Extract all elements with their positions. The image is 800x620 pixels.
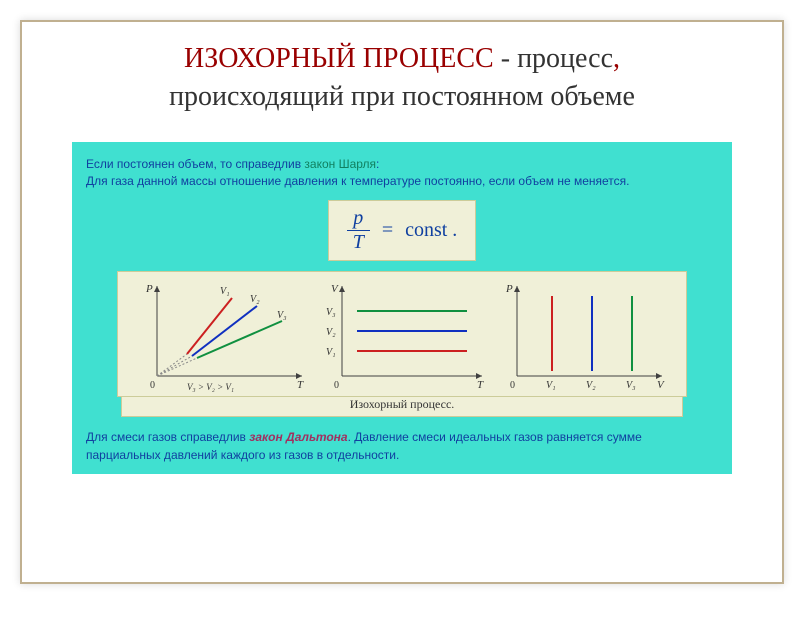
graph-v-t: V T 0 V₃ V₂ V₁ bbox=[312, 276, 492, 396]
svg-text:P: P bbox=[145, 283, 153, 295]
formula-row: p T = const . bbox=[86, 200, 718, 261]
graphs-caption: Изохорный процесс. bbox=[121, 397, 683, 417]
title-proc: процесс bbox=[517, 43, 613, 74]
svg-text:0: 0 bbox=[334, 380, 339, 391]
svg-text:0: 0 bbox=[510, 380, 515, 391]
content-box: Если постоянен объем, то справедлив зако… bbox=[72, 142, 732, 475]
svg-text:V₂: V₂ bbox=[586, 380, 596, 391]
svg-text:T: T bbox=[477, 379, 484, 391]
charles-law-text: Если постоянен объем, то справедлив зако… bbox=[86, 156, 718, 191]
svg-text:V₂: V₂ bbox=[250, 294, 260, 305]
graph-p-t: P T 0 V₁ V₂ V₃ V₃ > V₂ > V₁ bbox=[132, 276, 312, 396]
svg-text:V₁: V₁ bbox=[326, 347, 336, 358]
svg-text:V: V bbox=[331, 283, 339, 295]
charles-body: Для газа данной массы отношение давления… bbox=[86, 174, 629, 188]
dalton-lawname: закон Дальтона bbox=[249, 430, 347, 444]
svg-text:V₁: V₁ bbox=[546, 380, 556, 391]
svg-text:V: V bbox=[657, 379, 665, 391]
svg-text:V₃ > V₂ > V₁: V₃ > V₂ > V₁ bbox=[187, 382, 234, 392]
svg-text:V₂: V₂ bbox=[326, 327, 336, 338]
charles-lawname: закон Шарля bbox=[304, 157, 376, 171]
graphs-row: P T 0 V₁ V₂ V₃ V₃ > V₂ > V₁ V bbox=[117, 271, 687, 397]
svg-text:V₃: V₃ bbox=[626, 380, 636, 391]
title-line2: происходящий при постоянном объеме bbox=[169, 81, 635, 112]
const: const . bbox=[405, 219, 457, 241]
dalton-law-text: Для смеси газов справедлив закон Дальтон… bbox=[86, 429, 718, 464]
fraction: p T bbox=[347, 207, 370, 254]
equals: = bbox=[382, 219, 393, 241]
svg-text:T: T bbox=[297, 379, 304, 391]
charles-colon: : bbox=[376, 157, 379, 171]
graph-p-v: P V 0 V₁ V₂ V₃ bbox=[492, 276, 672, 396]
slide: ИЗОХОРНЫЙ ПРОЦЕСС - процесс, происходящи… bbox=[20, 20, 784, 584]
dalton-intro: Для смеси газов справедлив bbox=[86, 430, 249, 444]
svg-text:V₁: V₁ bbox=[220, 286, 230, 297]
charles-intro: Если постоянен объем, то справедлив bbox=[86, 157, 304, 171]
title-main: ИЗОХОРНЫЙ ПРОЦЕСС bbox=[184, 43, 494, 74]
formula: p T = const . bbox=[328, 200, 477, 261]
title-comma: , bbox=[613, 43, 620, 74]
denominator: T bbox=[347, 231, 370, 254]
numerator: p bbox=[347, 207, 370, 231]
svg-text:P: P bbox=[505, 283, 513, 295]
slide-title: ИЗОХОРНЫЙ ПРОЦЕСС - процесс, происходящи… bbox=[22, 22, 782, 124]
title-dash: - bbox=[494, 43, 517, 74]
svg-text:V₃: V₃ bbox=[277, 310, 287, 321]
svg-text:0: 0 bbox=[150, 380, 155, 391]
svg-text:V₃: V₃ bbox=[326, 307, 336, 318]
